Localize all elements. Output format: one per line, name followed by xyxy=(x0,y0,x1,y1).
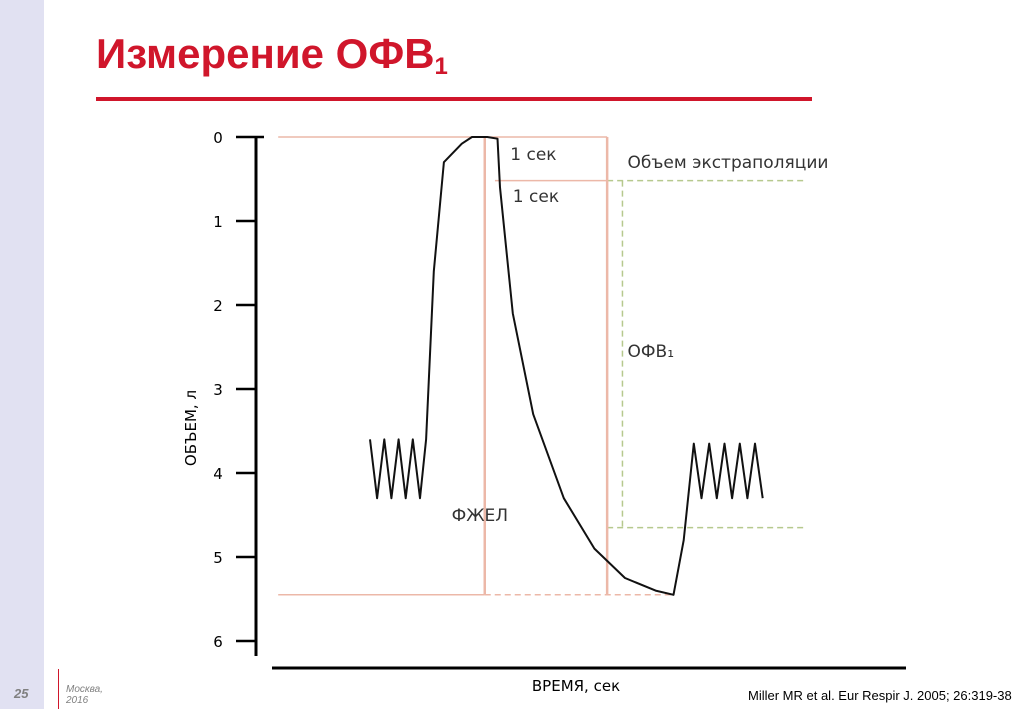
y-tick-label: 6 xyxy=(213,633,223,651)
footer-divider xyxy=(58,669,59,709)
chart-annotation: 1 сек xyxy=(513,187,559,207)
x-axis-label: ВРЕМЯ, сек xyxy=(532,677,620,695)
y-tick-label: 4 xyxy=(213,465,223,483)
title-underline xyxy=(96,97,812,101)
slide-title-subscript: 1 xyxy=(434,53,448,80)
slide-title-text: Измерение ОФВ xyxy=(96,30,435,77)
y-tick-label: 1 xyxy=(213,213,223,231)
footer-city: Москва, xyxy=(66,684,103,695)
series xyxy=(369,136,764,596)
y-tick-label: 3 xyxy=(213,381,223,399)
reference-lines xyxy=(278,136,804,596)
y-axis-label: ОБЪЕМ, л xyxy=(182,390,200,466)
axes xyxy=(254,137,906,670)
chart-annotation: ФЖЕЛ xyxy=(452,506,508,526)
slide-title: Измерение ОФВ1 xyxy=(96,30,448,81)
annotations: 1 сек Объем экстраполяции 1 сек ОФВ₁ ФЖЕЛ xyxy=(452,145,829,526)
y-tick-label: 2 xyxy=(213,297,223,315)
chart-annotation: Объем экстраполяции xyxy=(628,153,829,173)
citation: Miller MR et al. Eur Respir J. 2005; 26:… xyxy=(748,688,1012,703)
y-tick-label: 0 xyxy=(213,129,223,147)
page-number: 25 xyxy=(14,686,29,701)
slide-sidebar-band xyxy=(0,0,44,709)
footer-year: 2016 xyxy=(66,695,89,706)
chart-annotation: 1 сек xyxy=(510,145,556,165)
footer-location: Москва, 2016 xyxy=(66,684,103,706)
chart-annotation: ОФВ₁ xyxy=(628,342,675,362)
y-ticks: 0 1 2 3 4 5 6 xyxy=(213,129,264,651)
volume-time-curve xyxy=(369,136,764,596)
y-tick-label: 5 xyxy=(213,549,223,567)
